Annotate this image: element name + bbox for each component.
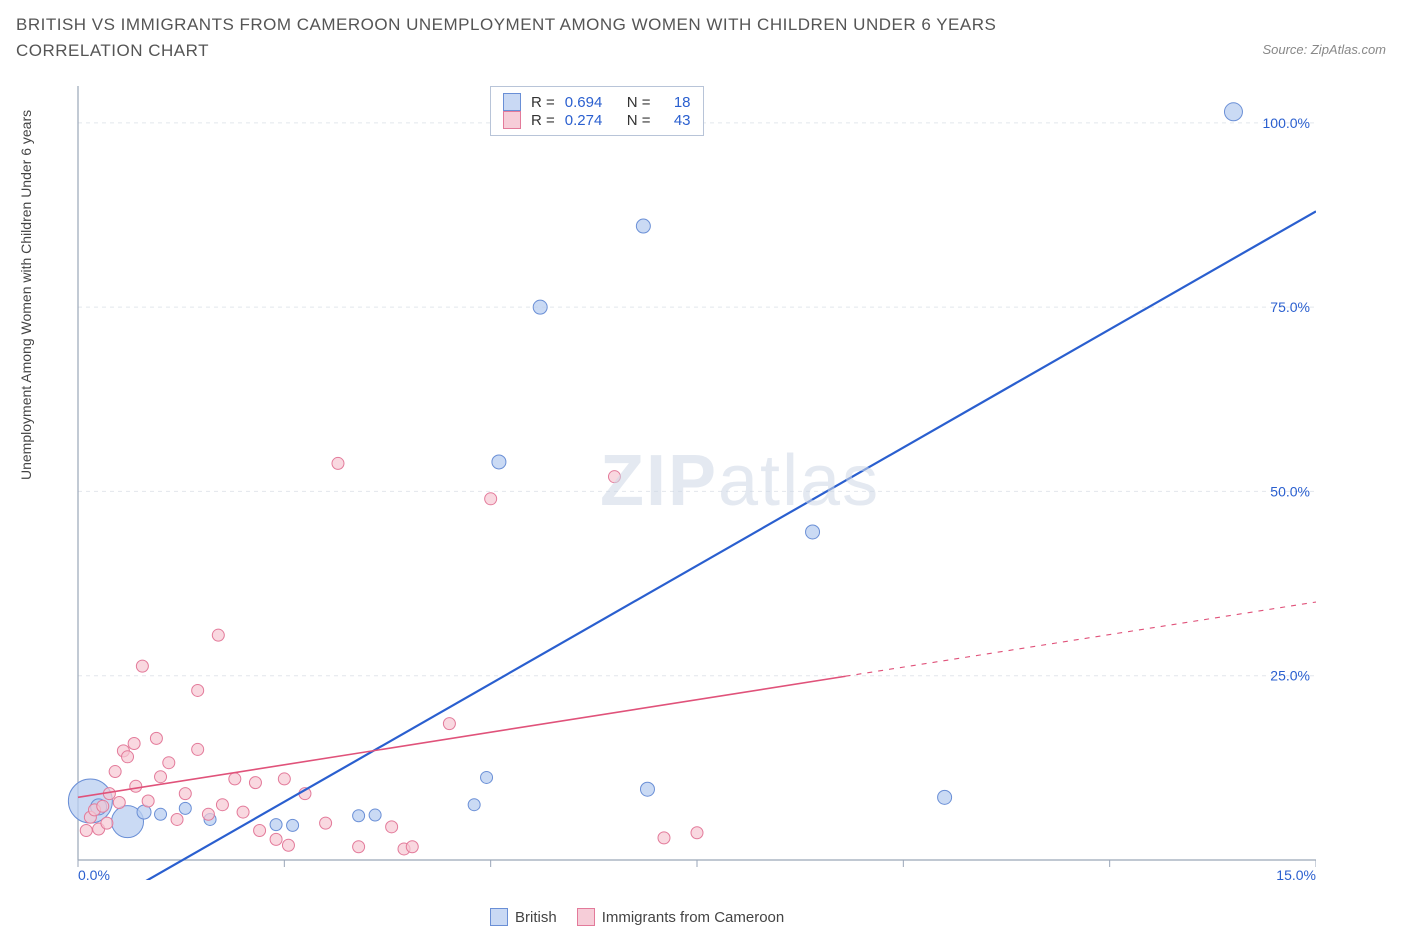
- data-point: [608, 471, 620, 483]
- r-label: R =: [531, 94, 555, 111]
- data-point: [658, 832, 670, 844]
- data-point: [533, 300, 547, 314]
- stats-row: R = 0.274 N = 43: [503, 111, 691, 129]
- data-point: [150, 732, 162, 744]
- series-swatch: [577, 908, 595, 926]
- data-point: [353, 810, 365, 822]
- data-point: [270, 819, 282, 831]
- data-point: [192, 684, 204, 696]
- data-point: [80, 825, 92, 837]
- data-point: [806, 525, 820, 539]
- r-label: R =: [531, 112, 555, 129]
- y-tick-label: 100.0%: [1263, 115, 1310, 131]
- series-legend: British Immigrants from Cameroon: [490, 908, 784, 926]
- legend-item: British: [490, 908, 557, 926]
- data-point: [179, 788, 191, 800]
- data-point: [481, 771, 493, 783]
- data-point: [155, 771, 167, 783]
- data-point: [122, 751, 134, 763]
- n-value: 18: [661, 94, 691, 111]
- data-point: [249, 777, 261, 789]
- data-point: [406, 841, 418, 853]
- data-point: [278, 773, 290, 785]
- data-point: [468, 799, 480, 811]
- chart-title: BRITISH VS IMMIGRANTS FROM CAMEROON UNEM…: [16, 12, 1116, 63]
- data-point: [136, 660, 148, 672]
- data-point: [237, 806, 249, 818]
- x-tick-label: 15.0%: [1276, 867, 1316, 880]
- data-point: [163, 757, 175, 769]
- data-point: [254, 825, 266, 837]
- data-point: [192, 743, 204, 755]
- data-point: [130, 780, 142, 792]
- data-point: [287, 819, 299, 831]
- data-point: [113, 797, 125, 809]
- data-point: [128, 738, 140, 750]
- y-axis-label: Unemployment Among Women with Children U…: [18, 110, 34, 480]
- data-point: [155, 808, 167, 820]
- data-point: [171, 813, 183, 825]
- y-tick-label: 50.0%: [1270, 483, 1310, 499]
- data-point: [369, 809, 381, 821]
- legend-label: British: [515, 909, 557, 926]
- data-point: [938, 790, 952, 804]
- series-swatch: [490, 908, 508, 926]
- data-point: [97, 800, 109, 812]
- data-point: [332, 457, 344, 469]
- data-point: [1224, 103, 1242, 121]
- data-point: [485, 493, 497, 505]
- data-point: [636, 219, 650, 233]
- x-tick-label: 0.0%: [78, 867, 110, 880]
- data-point: [270, 833, 282, 845]
- data-point: [492, 455, 506, 469]
- n-label: N =: [627, 94, 651, 111]
- source-citation: Source: ZipAtlas.com: [1262, 42, 1386, 57]
- data-point: [353, 841, 365, 853]
- scatter-plot: 0.0% 15.0% 25.0% 50.0% 75.0% 100.0%: [56, 80, 1316, 880]
- series-swatch: [503, 111, 521, 129]
- data-point: [101, 817, 113, 829]
- legend-item: Immigrants from Cameroon: [577, 908, 785, 926]
- y-tick-label: 75.0%: [1270, 299, 1310, 315]
- data-point: [216, 799, 228, 811]
- y-tick-label: 25.0%: [1270, 668, 1310, 684]
- r-value: 0.274: [565, 112, 617, 129]
- data-point: [212, 629, 224, 641]
- data-point: [229, 773, 241, 785]
- r-value: 0.694: [565, 94, 617, 111]
- data-point: [640, 782, 654, 796]
- data-point: [202, 808, 214, 820]
- n-label: N =: [627, 112, 651, 129]
- n-value: 43: [661, 112, 691, 129]
- data-point: [179, 802, 191, 814]
- data-point: [691, 827, 703, 839]
- correlation-stats-box: R = 0.694 N = 18 R = 0.274 N = 43: [490, 86, 704, 136]
- stats-row: R = 0.694 N = 18: [503, 93, 691, 111]
- data-point: [109, 766, 121, 778]
- data-point: [320, 817, 332, 829]
- data-point: [443, 718, 455, 730]
- data-point: [282, 839, 294, 851]
- data-point: [386, 821, 398, 833]
- legend-label: Immigrants from Cameroon: [602, 909, 785, 926]
- series-swatch: [503, 93, 521, 111]
- data-point: [142, 795, 154, 807]
